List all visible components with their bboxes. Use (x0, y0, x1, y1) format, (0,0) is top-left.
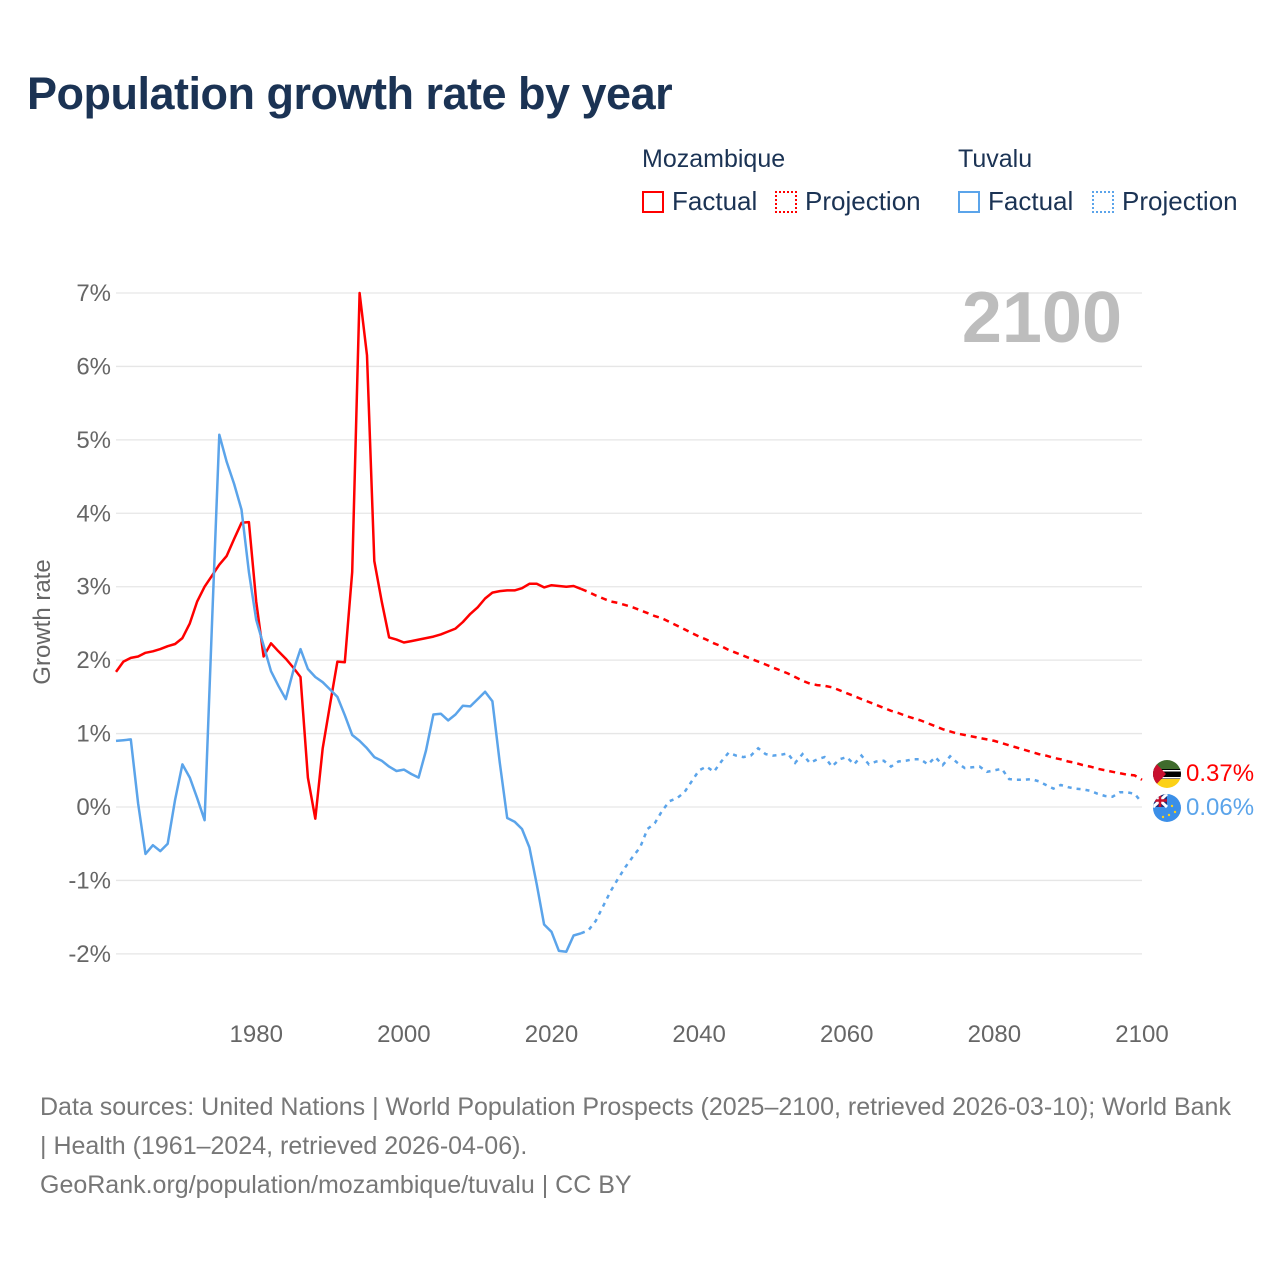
y-axis-label: Growth rate (29, 559, 56, 684)
y-tick-label: 4% (76, 500, 111, 527)
legend-mozambique-projection[interactable]: Projection (775, 186, 921, 217)
tuvalu-end-value: 0.06% (1186, 794, 1254, 821)
legend-label: Projection (805, 186, 921, 216)
legend-swatch-solid (958, 190, 980, 213)
mozambique-factual-line (114, 291, 582, 820)
x-tick-label: 1980 (230, 1021, 283, 1048)
mozambique-end-value: 0.37% (1186, 760, 1254, 787)
mozambique-flag-icon (1153, 760, 1181, 788)
y-tick-label: -2% (68, 941, 111, 968)
legend-mozambique-factual[interactable]: Factual (642, 186, 757, 217)
y-tick-label: 1% (76, 721, 111, 748)
legend-group-mozambique: Mozambique (642, 145, 786, 173)
legend-tuvalu-projection[interactable]: Projection (1092, 186, 1238, 217)
legend-swatch-solid (642, 190, 664, 213)
source-text: Data sources: United Nations | World Pop… (40, 1093, 1231, 1160)
current-year-label: 2100 (962, 278, 1122, 358)
y-tick-label: 5% (76, 427, 111, 454)
y-tick-label: 3% (76, 574, 111, 601)
tuvalu-flag-icon (1153, 794, 1181, 822)
x-tick-label: 2000 (377, 1021, 430, 1048)
legend-label: Projection (1122, 186, 1238, 216)
mozambique-projection-line (580, 587, 1143, 781)
source-link[interactable]: GeoRank.org/population/mozambique/tuvalu… (40, 1171, 632, 1199)
legend-tuvalu-factual[interactable]: Factual (958, 186, 1073, 217)
legend-group-tuvalu: Tuvalu (958, 145, 1033, 173)
source-note: Data sources: United Nations | World Pop… (40, 1088, 1240, 1205)
x-tick-label: 2100 (1115, 1021, 1168, 1048)
legend-label: Factual (988, 186, 1074, 216)
y-tick-label: 7% (76, 280, 111, 307)
y-tick-label: 0% (76, 794, 111, 821)
x-tick-label: 2040 (672, 1021, 725, 1048)
legend-swatch-dotted (1092, 190, 1114, 213)
y-tick-label: -1% (68, 867, 111, 894)
legend-label: Factual (672, 186, 758, 216)
y-tick-label: 6% (76, 353, 111, 380)
page-title: Population growth rate by year (27, 68, 673, 119)
x-tick-label: 2080 (968, 1021, 1021, 1048)
tuvalu-projection-line (580, 746, 1143, 935)
legend-swatch-dotted (775, 190, 797, 213)
x-tick-label: 2060 (820, 1021, 873, 1048)
y-tick-label: 2% (76, 647, 111, 674)
x-tick-label: 2020 (525, 1021, 578, 1048)
tuvalu-factual-line (115, 433, 582, 953)
